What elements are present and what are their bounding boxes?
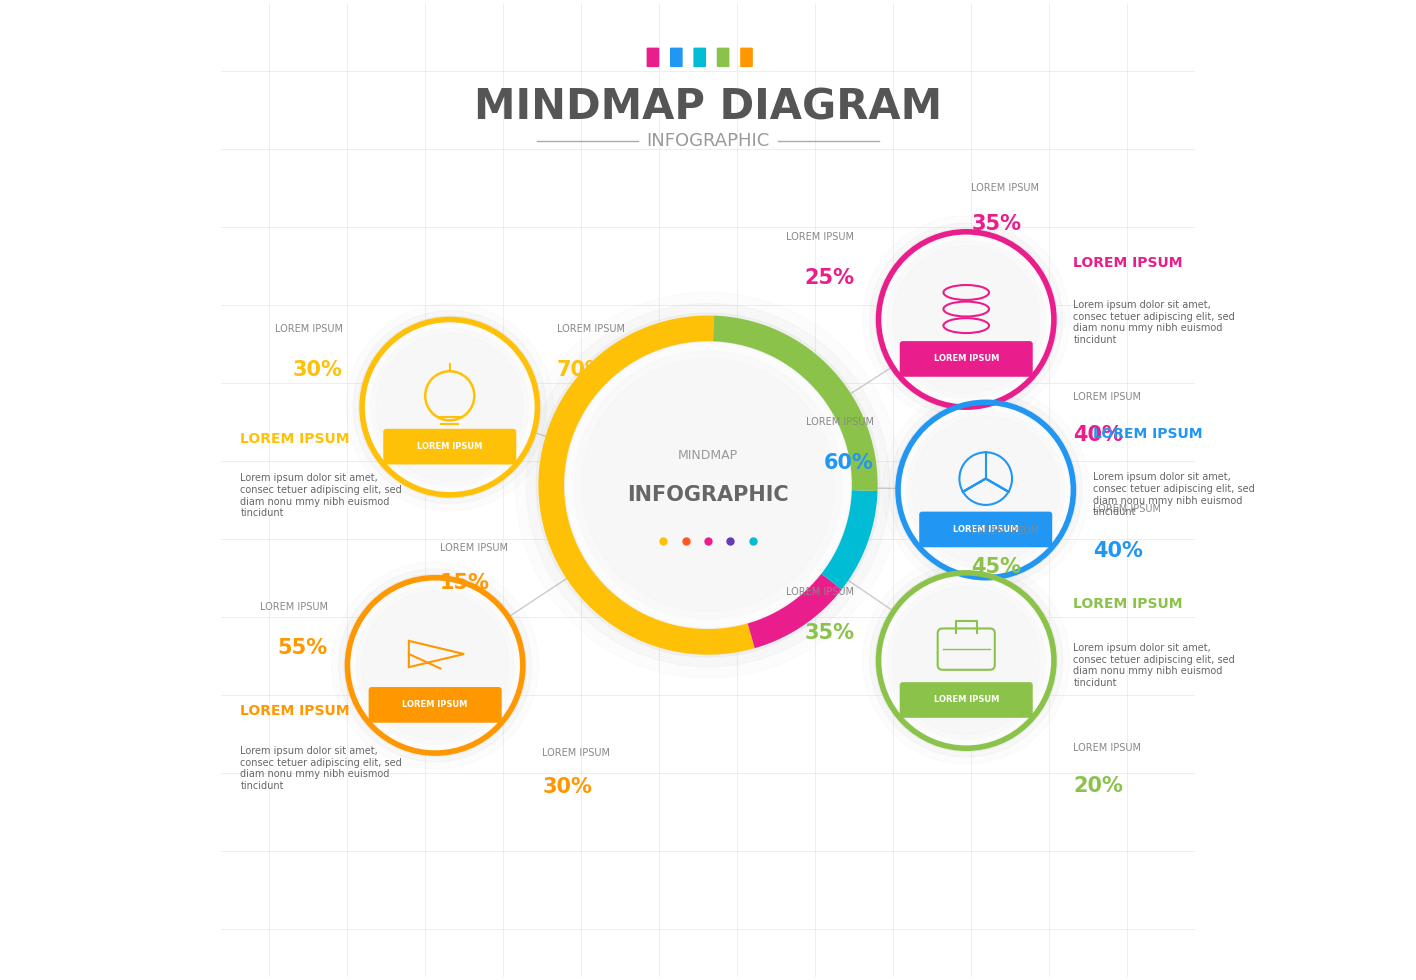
Text: INFOGRAPHIC: INFOGRAPHIC xyxy=(646,132,770,150)
Text: LOREM IPSUM: LOREM IPSUM xyxy=(261,602,329,612)
Text: 30%: 30% xyxy=(542,777,592,798)
Circle shape xyxy=(869,564,1062,757)
Text: MINDMAP: MINDMAP xyxy=(678,450,738,463)
Text: 35%: 35% xyxy=(804,623,854,644)
Text: LOREM IPSUM: LOREM IPSUM xyxy=(1093,426,1202,441)
Circle shape xyxy=(371,328,528,486)
FancyBboxPatch shape xyxy=(919,512,1052,547)
Text: Lorem ipsum dolor sit amet,
consec tetuer adipiscing elit, sed
diam nonu mmy nib: Lorem ipsum dolor sit amet, consec tetue… xyxy=(241,473,402,518)
Text: LOREM IPSUM: LOREM IPSUM xyxy=(971,183,1039,193)
Circle shape xyxy=(377,333,524,481)
Circle shape xyxy=(344,574,527,757)
Text: INFOGRAPHIC: INFOGRAPHIC xyxy=(627,485,789,505)
Polygon shape xyxy=(538,316,755,655)
Circle shape xyxy=(912,416,1059,564)
Text: 40%: 40% xyxy=(1093,541,1143,561)
Circle shape xyxy=(358,316,541,499)
FancyBboxPatch shape xyxy=(899,682,1032,717)
Circle shape xyxy=(573,351,843,619)
Text: LOREM IPSUM: LOREM IPSUM xyxy=(1073,743,1141,753)
Circle shape xyxy=(351,581,520,750)
Text: LOREM IPSUM: LOREM IPSUM xyxy=(241,431,350,446)
Circle shape xyxy=(888,581,1045,740)
FancyBboxPatch shape xyxy=(670,48,683,67)
Text: LOREM IPSUM: LOREM IPSUM xyxy=(1073,597,1182,612)
Text: LOREM IPSUM: LOREM IPSUM xyxy=(786,587,854,597)
Circle shape xyxy=(365,323,534,491)
Text: 35%: 35% xyxy=(971,215,1021,234)
Circle shape xyxy=(537,313,879,658)
Circle shape xyxy=(582,359,834,612)
Text: 55%: 55% xyxy=(278,638,329,659)
Text: 45%: 45% xyxy=(971,558,1021,577)
Polygon shape xyxy=(714,316,878,491)
Text: LOREM IPSUM: LOREM IPSUM xyxy=(806,416,874,426)
Circle shape xyxy=(566,343,850,627)
Circle shape xyxy=(906,411,1065,569)
Circle shape xyxy=(902,406,1070,574)
Text: 40%: 40% xyxy=(1073,424,1123,445)
Circle shape xyxy=(882,235,1051,404)
Text: 60%: 60% xyxy=(824,453,874,473)
Text: LOREM IPSUM: LOREM IPSUM xyxy=(241,705,350,718)
Circle shape xyxy=(338,569,531,761)
Text: LOREM IPSUM: LOREM IPSUM xyxy=(556,324,624,334)
Text: 20%: 20% xyxy=(1073,775,1123,796)
Circle shape xyxy=(566,343,850,627)
Circle shape xyxy=(351,581,520,750)
FancyBboxPatch shape xyxy=(741,48,753,67)
FancyBboxPatch shape xyxy=(716,48,729,67)
Text: LOREM IPSUM: LOREM IPSUM xyxy=(402,701,467,710)
Circle shape xyxy=(902,406,1070,574)
Circle shape xyxy=(365,323,534,491)
Text: LOREM IPSUM: LOREM IPSUM xyxy=(440,543,508,554)
Text: 70%: 70% xyxy=(556,361,607,380)
Text: LOREM IPSUM: LOREM IPSUM xyxy=(275,324,343,334)
Circle shape xyxy=(361,592,508,739)
Text: 30%: 30% xyxy=(293,361,343,380)
Text: LOREM IPSUM: LOREM IPSUM xyxy=(1073,392,1141,403)
Text: LOREM IPSUM: LOREM IPSUM xyxy=(933,696,998,705)
FancyBboxPatch shape xyxy=(368,687,501,722)
Circle shape xyxy=(882,576,1051,745)
Circle shape xyxy=(892,246,1039,393)
Text: LOREM IPSUM: LOREM IPSUM xyxy=(1073,256,1182,270)
Text: LOREM IPSUM: LOREM IPSUM xyxy=(953,525,1018,534)
Text: MINDMAP DIAGRAM: MINDMAP DIAGRAM xyxy=(474,86,942,128)
Text: LOREM IPSUM: LOREM IPSUM xyxy=(542,748,610,758)
Text: Lorem ipsum dolor sit amet,
consec tetuer adipiscing elit, sed
diam nonu mmy nib: Lorem ipsum dolor sit amet, consec tetue… xyxy=(1093,472,1255,517)
Text: Lorem ipsum dolor sit amet,
consec tetuer adipiscing elit, sed
diam nonu mmy nib: Lorem ipsum dolor sit amet, consec tetue… xyxy=(1073,643,1235,688)
Circle shape xyxy=(895,399,1078,581)
Text: 15%: 15% xyxy=(440,573,490,593)
Text: LOREM IPSUM: LOREM IPSUM xyxy=(786,231,854,241)
Text: LOREM IPSUM: LOREM IPSUM xyxy=(1093,505,1161,514)
Circle shape xyxy=(892,587,1039,734)
Circle shape xyxy=(875,228,1058,411)
Circle shape xyxy=(882,576,1051,745)
Text: Lorem ipsum dolor sit amet,
consec tetuer adipiscing elit, sed
diam nonu mmy nib: Lorem ipsum dolor sit amet, consec tetue… xyxy=(241,747,402,791)
Polygon shape xyxy=(748,573,841,648)
Text: LOREM IPSUM: LOREM IPSUM xyxy=(933,355,998,364)
FancyBboxPatch shape xyxy=(694,48,707,67)
Text: 25%: 25% xyxy=(804,268,854,288)
Text: LOREM IPSUM: LOREM IPSUM xyxy=(971,526,1039,536)
Circle shape xyxy=(357,586,514,745)
Polygon shape xyxy=(821,490,878,590)
Circle shape xyxy=(889,394,1082,586)
Circle shape xyxy=(882,235,1051,404)
FancyBboxPatch shape xyxy=(384,429,517,465)
Circle shape xyxy=(875,569,1058,752)
Circle shape xyxy=(527,304,889,666)
Circle shape xyxy=(888,240,1045,399)
Text: LOREM IPSUM: LOREM IPSUM xyxy=(418,442,483,451)
Text: Lorem ipsum dolor sit amet,
consec tetuer adipiscing elit, sed
diam nonu mmy nib: Lorem ipsum dolor sit amet, consec tetue… xyxy=(1073,300,1235,345)
FancyBboxPatch shape xyxy=(899,341,1032,376)
Circle shape xyxy=(869,223,1062,416)
FancyBboxPatch shape xyxy=(647,48,660,67)
Circle shape xyxy=(354,311,547,504)
